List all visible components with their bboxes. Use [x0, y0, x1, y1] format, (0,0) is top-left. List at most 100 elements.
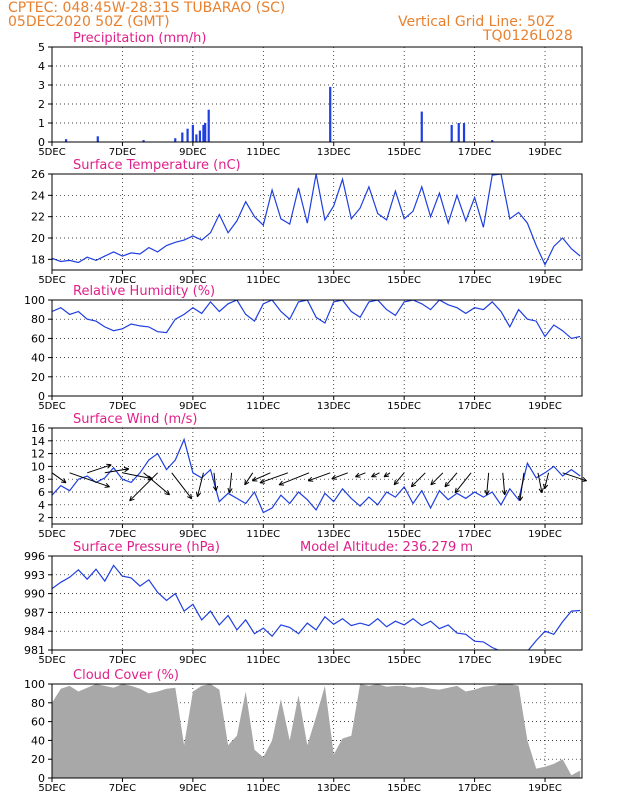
- temp-xtick-label: 7DEC: [109, 275, 136, 286]
- precip-xtick-label: 9DEC: [179, 147, 206, 158]
- cloud-ytick-label: 0: [38, 772, 45, 785]
- pressure-data: [52, 564, 581, 650]
- cloud-xtick-label: 15DEC: [387, 783, 421, 794]
- wind-vector-shaft: [331, 472, 348, 480]
- wind-vector-shaft: [229, 472, 233, 493]
- precip-bar: [450, 124, 453, 142]
- cloud-ytick-label: 100: [24, 678, 45, 691]
- wind-vector-shaft: [410, 472, 426, 488]
- rh-xtick-label: 13DEC: [317, 401, 351, 412]
- precip-ytick-label: 5: [38, 41, 45, 54]
- precip-ytick-label: 4: [38, 60, 45, 73]
- temp-gridlines: [52, 174, 582, 270]
- pressure-xtick-label: 7DEC: [109, 655, 136, 666]
- temp-data: [52, 174, 581, 267]
- wind-vector-head: [244, 479, 250, 486]
- rh-ytick-label: 20: [31, 371, 45, 384]
- precip-ytick-label: 2: [38, 98, 45, 111]
- wind-vector-shaft: [69, 472, 110, 488]
- cloud-area: [52, 684, 581, 778]
- wind-vector-head: [331, 474, 337, 480]
- cloud-ytick-label: 40: [31, 734, 45, 747]
- model-id: TQ0126L028: [483, 28, 573, 44]
- temp-xtick-label: 9DEC: [179, 275, 206, 286]
- precip-xtick-label: 13DEC: [317, 147, 351, 158]
- wind-vector-shaft: [122, 472, 153, 480]
- station-header: CPTEC: 048:45W-28:31S TUBARAO (SC): [8, 0, 286, 16]
- cloud-panel: 0 20 40 60 80 100 5DEC 7DEC 9DEC 11DEC 13DEC 15DEC 1…: [24, 668, 583, 794]
- wind-vector-head: [410, 481, 417, 488]
- wind-vector-head: [227, 487, 233, 494]
- precip-bar: [420, 111, 423, 142]
- wind-xtick-label: 19DEC: [528, 529, 562, 540]
- temp-xtick-label: 5DEC: [38, 275, 65, 286]
- rh-ytick-label: 100: [24, 294, 45, 307]
- wind-vector-shaft: [355, 472, 366, 478]
- precip-xtick-label: 11DEC: [246, 147, 280, 158]
- wind-ytick-label: 14: [31, 435, 45, 448]
- wind-vector-shaft: [430, 472, 444, 486]
- pressure-ytick-label: 996: [24, 550, 45, 563]
- wind-vector-shaft: [196, 472, 204, 497]
- cloud-ytick-label: 60: [31, 716, 45, 729]
- wind-data: [52, 437, 581, 514]
- pressure-ytick-label: 981: [24, 644, 45, 657]
- temp-xtick-label: 13DEC: [317, 275, 351, 286]
- wind-vector-head: [129, 495, 135, 502]
- wind-ytick-label: 6: [38, 486, 45, 499]
- wind-vector-head: [259, 478, 265, 484]
- temp-panel: 18 20 22 24 26 5DEC 7DEC 9DEC 11DEC 13DEC 15DEC 17D…: [31, 158, 583, 286]
- precip-xtick-label: 17DEC: [458, 147, 492, 158]
- cloud-xtick-label: 19DEC: [528, 783, 562, 794]
- precip-bar: [491, 140, 494, 142]
- wind-vector-head: [307, 476, 314, 482]
- wind-vector-shaft: [562, 472, 587, 482]
- wind-vector-shaft: [252, 472, 271, 482]
- cloud-title: Cloud Cover (%): [73, 668, 179, 683]
- rh-ytick-label: 0: [38, 390, 45, 403]
- temp-ytick-label: 20: [31, 232, 45, 245]
- pressure-xtick-label: 19DEC: [528, 655, 562, 666]
- wind-vector-shaft: [383, 472, 391, 478]
- wind-xtick-label: 11DEC: [246, 529, 280, 540]
- pressure-title: Surface Pressure (hPa): [73, 540, 220, 555]
- wind-vector-shaft: [51, 472, 67, 484]
- wind-vector-shaft: [544, 472, 550, 489]
- wind-ytick-label: 4: [38, 499, 45, 512]
- pressure-xtick-label: 11DEC: [246, 655, 280, 666]
- wind-vector-shaft: [486, 472, 490, 495]
- precip-bar: [207, 109, 210, 142]
- wind-xtick-label: 17DEC: [458, 529, 492, 540]
- wind-ytick-label: 8: [38, 473, 45, 486]
- pressure-ytick-label: 990: [24, 588, 45, 601]
- wind-vector-shaft: [444, 472, 458, 488]
- wind-vector-head: [187, 493, 193, 500]
- cloud-xtick-label: 11DEC: [246, 783, 280, 794]
- wind-xtick-label: 15DEC: [387, 529, 421, 540]
- precip-xtick-label: 5DEC: [38, 147, 65, 158]
- wind-vector-shaft: [87, 464, 112, 474]
- cloud-xtick-label: 9DEC: [179, 783, 206, 794]
- wind-frame: [51, 427, 583, 525]
- precip-bar: [142, 140, 145, 142]
- wind-vector-shaft: [213, 472, 217, 491]
- rh-ytick-label: 60: [31, 332, 45, 345]
- wind-vector-shaft: [454, 472, 472, 494]
- run-date: 05DEC2020 50Z (GMT): [8, 14, 170, 30]
- grid-note: Vertical Grid Line: 50Z: [398, 14, 555, 30]
- pressure-gridlines: [52, 556, 582, 650]
- cloud-ytick-label: 20: [31, 753, 45, 766]
- wind-vector-shaft: [244, 472, 254, 486]
- wind-xtick-label: 9DEC: [179, 529, 206, 540]
- wind-title: Surface Wind (m/s): [73, 412, 197, 427]
- wind-vector-head: [164, 489, 171, 496]
- wind-vector-head: [581, 476, 587, 482]
- wind-vector-head: [371, 472, 377, 478]
- cloud-xtick-label: 17DEC: [458, 783, 492, 794]
- wind-vector-shaft: [129, 472, 159, 502]
- pressure-xtick-label: 13DEC: [317, 655, 351, 666]
- precip-bar: [202, 124, 205, 142]
- temp-ytick-label: 26: [31, 168, 45, 181]
- wind-vector-head: [501, 489, 507, 496]
